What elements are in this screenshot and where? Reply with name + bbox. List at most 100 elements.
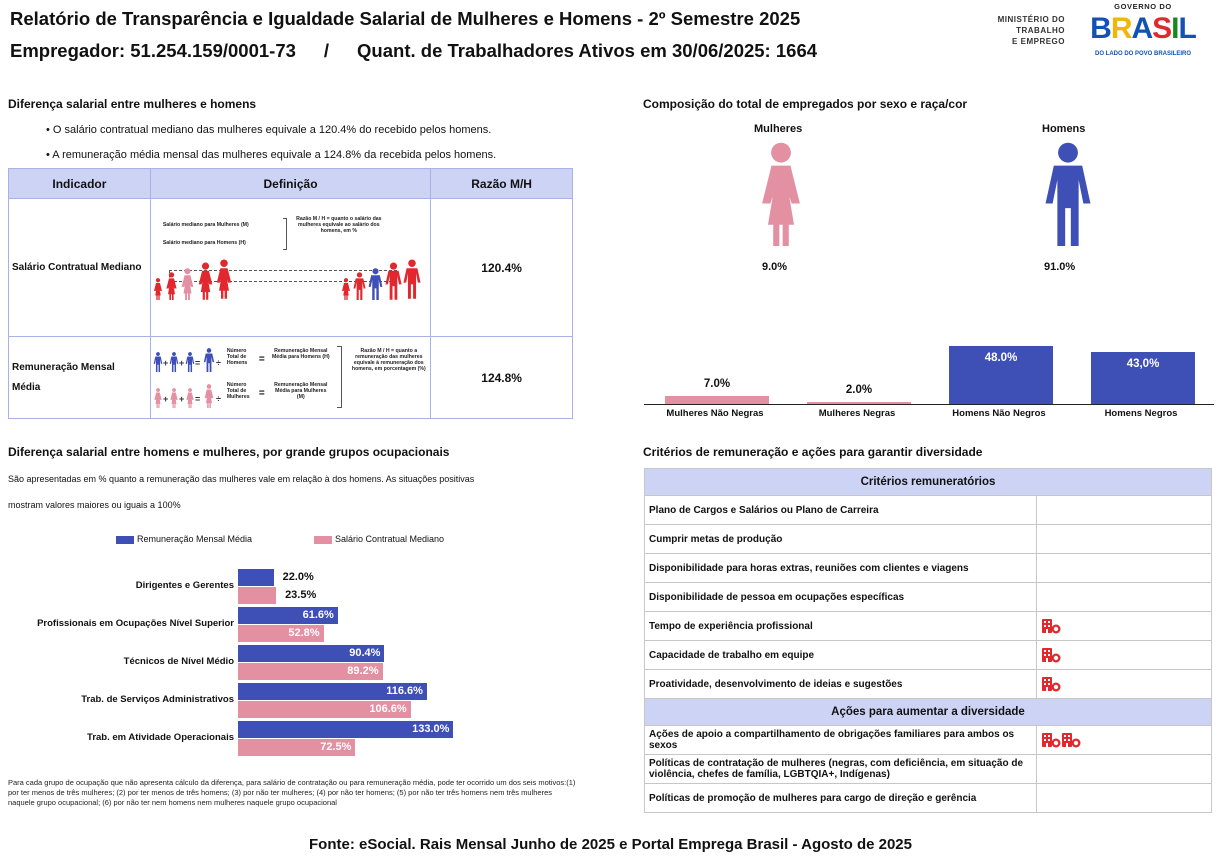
row2-value: 124.8% <box>430 336 573 419</box>
brace <box>282 217 287 250</box>
occupational-desc-2: mostram valores maiores ou iguais a 100% <box>8 500 181 510</box>
occupation-label: Trab. em Atividade Operacionais <box>87 732 234 743</box>
criteria-row: Tempo de experiência profissional <box>644 611 1212 641</box>
salary-diff-title: Diferença salarial entre mulheres e home… <box>8 97 257 111</box>
criteria-row: Ações de apoio a compartilhamento de obr… <box>644 725 1212 755</box>
man-icon <box>1045 142 1091 246</box>
legend-rem: Remuneração Mensal Média <box>116 534 252 544</box>
composition-bar <box>665 395 769 404</box>
separator: / <box>323 40 330 61</box>
gov-brasil-logo: GOVERNO DO BRASIL DO LADO DO POVO BRASIL… <box>1080 2 1206 82</box>
criteria-icon-cell <box>1036 754 1212 784</box>
composition-bar-value: 7.0% <box>703 377 731 390</box>
gov-top-text: GOVERNO DO <box>1114 2 1172 11</box>
legend-rem-swatch <box>116 535 134 544</box>
gov-bottom-text: DO LADO DO POVO BRASILEIRO <box>1094 51 1191 57</box>
svg-text:÷: ÷ <box>216 394 221 404</box>
criteria-row: Plano de Cargos e Salários ou Plano de C… <box>644 495 1212 525</box>
criteria-icon-cell <box>1036 611 1212 641</box>
svg-text:+: + <box>179 358 184 368</box>
company-policy-icon <box>1041 621 1061 632</box>
company-policy-icon <box>1061 735 1081 746</box>
legend-rem-label: Remuneração Mensal Média <box>137 534 253 544</box>
page-title: Relatório de Transparência e Igualdade S… <box>10 8 801 29</box>
occupation-label: Trab. de Serviços Administrativos <box>81 694 234 705</box>
criteria-icon-cell <box>1036 495 1212 525</box>
actions-header: Ações para aumentar a diversidade <box>644 698 1212 726</box>
row2-label-a: Remuneração Mensal <box>12 361 115 373</box>
composition-bar-value: 48.0% <box>984 352 1018 365</box>
bar-value-label: 23.5% <box>285 589 317 601</box>
criteria-row: Políticas de promoção de mulheres para c… <box>644 783 1212 813</box>
ministry-logo: MINISTÉRIO DO TRABALHO E EMPREGO <box>985 14 1065 47</box>
occupational-note: Para cada grupo de ocupação que não apre… <box>8 778 576 807</box>
total-women-text: Número Total de Mulheres <box>226 381 250 400</box>
salary-bullet-2: • A remuneração média mensal das mulhere… <box>46 149 497 161</box>
row2-label: Remuneração Mensal Média <box>8 336 151 419</box>
criteria-icon-cell <box>1036 553 1212 583</box>
women-group-icon <box>153 258 232 300</box>
men-group-icon <box>341 258 421 300</box>
col-definicao: Definição <box>149 168 432 199</box>
composition-bar-value: 43,0% <box>1126 358 1160 371</box>
col-indicador: Indicador <box>8 168 151 199</box>
bar-value-label: 22.0% <box>282 571 314 583</box>
criteria-label: Ações de apoio a compartilhamento de obr… <box>644 725 1037 755</box>
criteria-title: Critérios de remuneração e ações para ga… <box>643 445 983 459</box>
women-pct: 9.0% <box>762 261 788 273</box>
criteria-icon-cell <box>1036 524 1212 554</box>
footer-source: Fonte: eSocial. Rais Mensal Junho de 202… <box>309 836 912 853</box>
def-ratio-2-text: Razão M / H = quanto a remuneração das m… <box>351 347 426 372</box>
rem-bar: 133.0% <box>238 721 454 738</box>
chart-baseline <box>644 404 1214 405</box>
criteria-icon-cell <box>1036 783 1212 813</box>
composition-category-label: Homens Não Negros <box>952 408 1046 419</box>
brace-2 <box>336 345 342 408</box>
employer-line: Empregador: 51.254.159/0001-73 / Quant. de… <box>10 40 817 62</box>
rem-bar: 90.4% <box>238 645 385 662</box>
criteria-header: Critérios remuneratórios <box>644 468 1212 496</box>
composition-title: Composição do total de empregados por se… <box>643 97 968 111</box>
rem-women-text: Remuneração Mensal Média para Mulheres (… <box>274 381 328 400</box>
rem-men-text: Remuneração Mensal Média para Homens (H) <box>271 347 330 360</box>
svg-text:+: + <box>163 394 168 404</box>
criteria-icon-cell <box>1036 669 1212 699</box>
equals-sign-2: = <box>258 387 265 399</box>
row1-label: Salário Contratual Mediano <box>8 198 151 337</box>
company-policy-icon <box>1041 679 1061 690</box>
rem-bar <box>238 569 274 586</box>
col-razao: Razão M/H <box>430 168 573 199</box>
svg-text:+: + <box>179 394 184 404</box>
criteria-label: Políticas de promoção de mulheres para c… <box>644 783 1037 813</box>
men-sum-icon: + + = ÷ <box>153 347 221 372</box>
criteria-icon-cell <box>1036 725 1212 755</box>
criteria-label: Políticas de contratação de mulheres (ne… <box>644 754 1037 784</box>
sal-bar: 72.5% <box>238 739 356 756</box>
legend-sal-label: Salário Contratual Mediano <box>335 534 445 544</box>
criteria-label: Tempo de experiência profissional <box>644 611 1037 641</box>
salary-bullet-1: • O salário contratual mediano das mulhe… <box>46 124 492 136</box>
criteria-row: Políticas de contratação de mulheres (ne… <box>644 754 1212 784</box>
equals-sign-1: = <box>258 353 265 365</box>
employer-cnpj: Empregador: 51.254.159/0001-73 <box>10 40 296 61</box>
total-men-text: Número Total de Homens <box>226 347 248 366</box>
composition-bar-value: 2.0% <box>845 383 873 396</box>
criteria-label: Plano de Cargos e Salários ou Plano de C… <box>644 495 1037 525</box>
criteria-row: Proatividade, desenvolvimento de ideias … <box>644 669 1212 699</box>
sal-bar: 52.8% <box>238 625 324 642</box>
composition-category-label: Mulheres Não Negras <box>666 408 764 419</box>
def-h-text: Salário mediano para Homens (H) <box>162 239 246 246</box>
men-pct: 91.0% <box>1044 261 1076 273</box>
svg-text:+: + <box>163 358 168 368</box>
ministry-line3: E EMPREGO <box>1012 37 1065 46</box>
row1-definition: Salário mediano para Mulheres (M) Salári… <box>149 198 432 337</box>
ministry-line1: MINISTÉRIO DO <box>997 15 1065 24</box>
occupational-title: Diferença salarial entre homens e mulher… <box>8 445 450 459</box>
criteria-label: Disponibilidade para horas extras, reuni… <box>644 553 1037 583</box>
woman-icon <box>762 142 800 246</box>
criteria-row: Cumprir metas de produção <box>644 524 1212 554</box>
company-policy-icon <box>1041 735 1061 746</box>
composition-category-label: Homens Negros <box>1104 408 1178 419</box>
svg-text:=: = <box>195 394 200 404</box>
composition-bar-chart: 7.0% Mulheres Não Negras 2.0% Mulheres Negr… <box>644 330 1214 425</box>
